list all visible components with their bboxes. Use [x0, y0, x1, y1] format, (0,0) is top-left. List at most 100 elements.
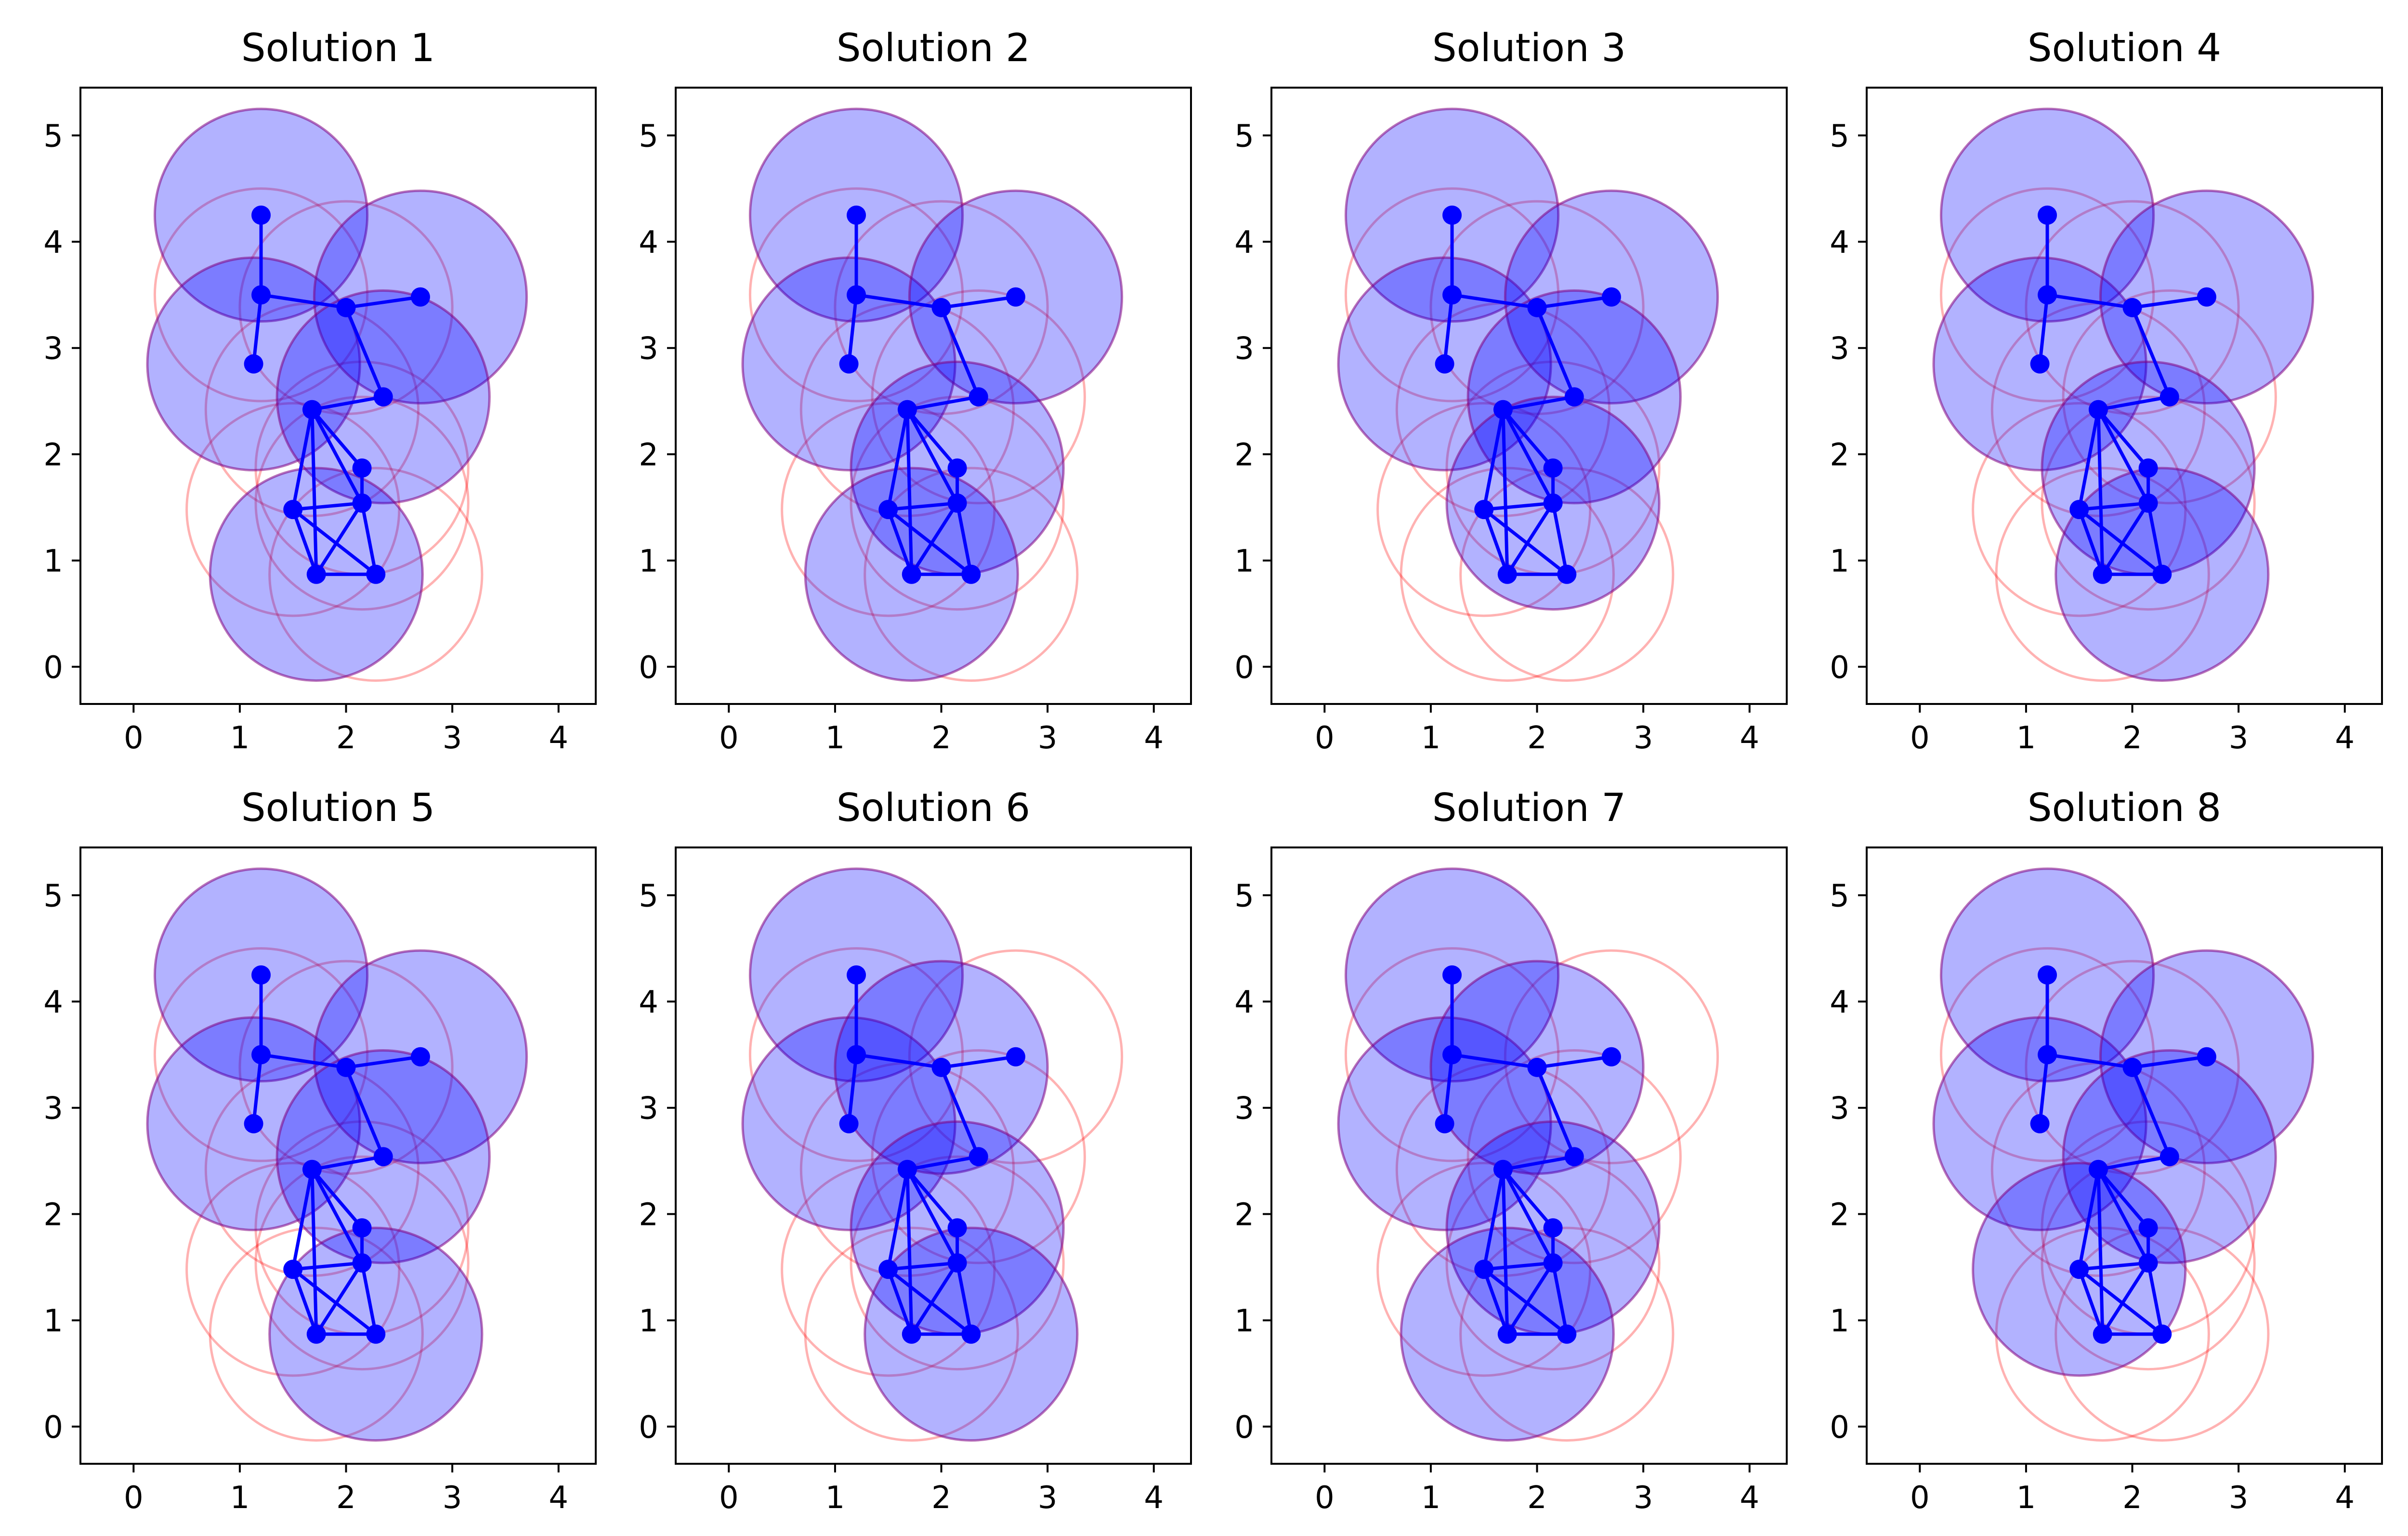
graph-node — [1474, 1260, 1494, 1279]
graph-edge — [1535, 1055, 1613, 1069]
y-tick-label: 4 — [639, 225, 658, 260]
graph-edge — [2131, 306, 2172, 399]
y-tick-label: 0 — [639, 1410, 658, 1445]
subplot-4: Solution 4 0 1 2 3 4 0 1 2 3 4 5 — [1830, 26, 2383, 756]
graph-node — [1543, 458, 1563, 478]
x-tick-label: 3 — [443, 1480, 462, 1516]
graph-node — [2159, 387, 2179, 407]
graph-node — [947, 493, 967, 513]
graph-edge — [291, 1267, 318, 1336]
y-tick-label: 3 — [1830, 331, 1849, 367]
y-tick-label: 5 — [639, 878, 658, 914]
graph-edge — [1535, 295, 1613, 310]
graph-node — [1006, 1047, 1025, 1067]
x-tick-label: 0 — [719, 720, 739, 756]
graph-node — [352, 493, 372, 513]
graph-node — [1493, 400, 1513, 419]
subplot-title: Solution 6 — [837, 785, 1030, 830]
subplot-1: Solution 1 0 1 2 3 4 0 1 2 3 4 5 — [43, 26, 597, 756]
subplot-title: Solution 7 — [1432, 785, 1626, 830]
x-tick-label: 1 — [230, 1480, 250, 1516]
graph-node — [847, 285, 866, 305]
graph-node — [2030, 354, 2050, 374]
x-tick-label: 4 — [1740, 720, 1759, 756]
axes-frame — [1270, 87, 1788, 705]
y-tick-label: 1 — [1830, 1303, 1849, 1339]
graph-node — [2038, 1045, 2057, 1065]
x-tick-label: 1 — [230, 720, 250, 756]
graph-node — [1006, 287, 1025, 307]
graph-edge — [905, 1168, 959, 1265]
graph-edge — [905, 1168, 914, 1336]
graph-node — [878, 500, 898, 520]
plot-area — [146, 107, 528, 682]
y-tick-label: 2 — [43, 437, 63, 473]
graph-node — [878, 1260, 898, 1279]
graph-edge — [2077, 508, 2164, 576]
graph-node — [1527, 298, 1547, 317]
graph-edge — [2038, 1053, 2049, 1126]
graph-edge — [940, 306, 981, 399]
graph-node — [1543, 493, 1563, 513]
x-tick-label: 2 — [931, 720, 951, 756]
graph-node — [1442, 205, 1462, 225]
x-tick-label: 3 — [1634, 1480, 1653, 1516]
graph-edge — [1482, 1261, 1555, 1271]
y-tick-label: 1 — [639, 544, 658, 579]
x-tick-label: 0 — [1910, 720, 1930, 756]
graph-node — [306, 1324, 326, 1344]
graph-edge — [854, 293, 943, 310]
axes-frame — [79, 846, 597, 1465]
graph-node — [961, 564, 981, 584]
graph-node — [2122, 1057, 2142, 1077]
graph-edge — [291, 1267, 378, 1336]
graph-node — [961, 1324, 981, 1344]
graph-edge — [259, 1053, 348, 1069]
x-tick-label: 1 — [825, 720, 845, 756]
graph-node — [1435, 354, 1454, 374]
y-tick-label: 5 — [1234, 878, 1254, 914]
axes-frame — [79, 87, 597, 705]
graph-edge — [1501, 1155, 1576, 1172]
subplot-title: Solution 2 — [837, 26, 1030, 70]
axes-frame — [675, 87, 1192, 705]
unselected-circle — [2041, 395, 2256, 611]
graph-edge — [2096, 1168, 2105, 1336]
unselected-circle — [2062, 289, 2277, 505]
y-tick-label: 4 — [639, 985, 658, 1020]
x-tick-label: 4 — [2335, 720, 2355, 756]
subplot-title: Solution 5 — [241, 785, 435, 830]
graph-node — [2038, 205, 2057, 225]
graph-edge — [2131, 1055, 2209, 1069]
graph-node — [2030, 1114, 2050, 1133]
graph-edge — [847, 293, 858, 366]
graph-edge — [310, 1155, 385, 1172]
graph-edge — [886, 508, 973, 576]
graph-node — [2138, 458, 2158, 478]
graph-node — [373, 1147, 393, 1167]
graph-edge — [310, 1168, 364, 1230]
graph-node — [251, 205, 271, 225]
graph-edge — [1450, 1053, 1539, 1069]
unselected-circle — [748, 947, 964, 1162]
graph-node — [1557, 564, 1577, 584]
y-tick-label: 2 — [639, 1197, 658, 1233]
unselected-circle — [254, 1155, 470, 1371]
graph-edge — [2146, 501, 2164, 576]
graph-edge — [1501, 408, 1555, 505]
x-tick-label: 4 — [1144, 1480, 1164, 1516]
x-tick-label: 0 — [719, 1480, 739, 1516]
y-tick-label: 2 — [1234, 437, 1254, 473]
graph-edge — [1501, 1168, 1555, 1230]
x-tick-label: 2 — [1527, 1480, 1547, 1516]
y-tick-label: 1 — [1830, 544, 1849, 579]
subplot-title: Solution 3 — [1432, 26, 1626, 70]
graph-node — [897, 1159, 917, 1179]
graph-edge — [854, 1053, 943, 1069]
graph-node — [968, 387, 988, 407]
graph-edge — [886, 408, 909, 511]
graph-node — [2152, 564, 2172, 584]
graph-node — [336, 298, 356, 317]
graph-edge — [886, 1168, 909, 1271]
